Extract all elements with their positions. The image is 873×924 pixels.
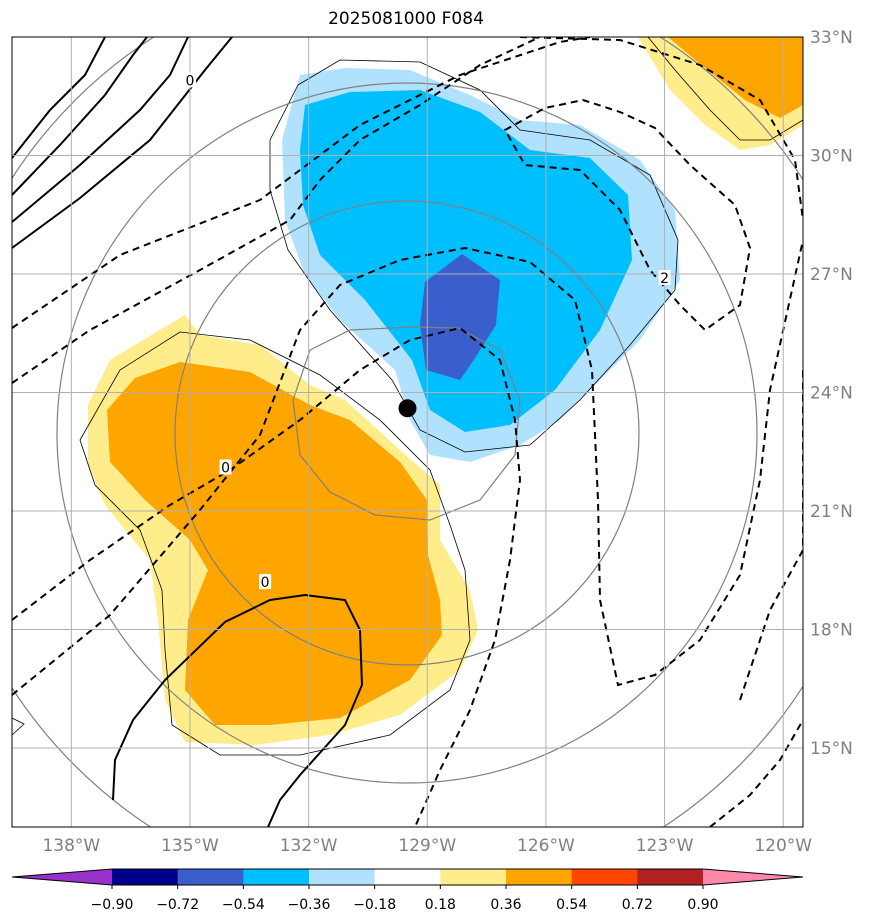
colorbar-segment bbox=[309, 869, 376, 885]
dashed-contour-8 bbox=[709, 719, 803, 827]
colorbar-tick-label: 0.54 bbox=[556, 897, 587, 913]
lat-label: 15°N bbox=[810, 739, 853, 759]
graticule bbox=[12, 37, 803, 827]
lat-label: 33°N bbox=[810, 28, 853, 48]
contour-label: 0 bbox=[261, 575, 270, 591]
colorbar-extend-min bbox=[12, 869, 112, 885]
lon-label: 123°W bbox=[636, 836, 694, 856]
contour-label: 2 bbox=[660, 271, 669, 287]
lat-label: 30°N bbox=[810, 147, 853, 167]
shaded-field-negative bbox=[282, 68, 680, 462]
lat-label: 27°N bbox=[810, 265, 853, 285]
colorbar-tick-label: −0.90 bbox=[91, 897, 134, 913]
contour-label-bg bbox=[658, 269, 671, 285]
contour-label-bg bbox=[259, 574, 272, 590]
colorbar-segment bbox=[506, 869, 573, 885]
solid-contour-3 bbox=[12, 37, 189, 223]
lon-label: 132°W bbox=[280, 836, 338, 856]
outline-contour-northeast bbox=[647, 37, 803, 141]
colorbar-tick-label: 0.18 bbox=[425, 897, 456, 913]
lon-label: 138°W bbox=[42, 836, 100, 856]
positive-mid-region-north bbox=[668, 37, 803, 118]
solid-contours bbox=[12, 37, 364, 827]
dashed-contours bbox=[12, 37, 803, 827]
colorbar-segment bbox=[637, 869, 704, 885]
lon-label: 126°W bbox=[517, 836, 575, 856]
colorbar-segment bbox=[571, 869, 638, 885]
contour-label-bg bbox=[219, 459, 232, 475]
colorbar-tick-label: −0.54 bbox=[222, 897, 265, 913]
solid-contour-1 bbox=[12, 37, 106, 159]
colorbar-segment bbox=[243, 869, 310, 885]
outline-contour-west-edge bbox=[12, 717, 25, 736]
lon-label: 135°W bbox=[161, 836, 219, 856]
dashed-contour-4 bbox=[12, 239, 803, 696]
storm-center-marker bbox=[398, 399, 417, 418]
colorbar: −0.90 −0.72 −0.54 −0.36 −0.18 0.18 0.36 0.54 0.7… bbox=[11, 868, 804, 913]
colorbar-tick-label: 0.90 bbox=[687, 897, 718, 913]
colorbar-tick-label: 0.72 bbox=[622, 897, 653, 913]
colorbar-tick-label: −0.72 bbox=[156, 897, 199, 913]
dashed-contour-6 bbox=[519, 37, 803, 221]
contour-label: 0 bbox=[186, 73, 195, 89]
colorbar-segment bbox=[177, 869, 244, 885]
colorbar-extend-max bbox=[703, 869, 803, 885]
negative-strong-region bbox=[420, 254, 500, 380]
solid-contour-2 bbox=[12, 37, 148, 196]
outline-contour-negative bbox=[269, 59, 679, 453]
outline-contour-positive bbox=[79, 331, 471, 756]
dashed-contour-2 bbox=[12, 37, 541, 384]
contour-labels: 0 0 0 2 bbox=[183, 72, 671, 591]
lon-label: 129°W bbox=[398, 836, 456, 856]
distance-circle-outer bbox=[56, 82, 758, 784]
outline-contours bbox=[12, 37, 803, 756]
colorbar-tick-label: −0.18 bbox=[353, 897, 396, 913]
lat-label: 24°N bbox=[810, 384, 853, 404]
map-title: 2025081000 F084 bbox=[328, 9, 484, 29]
positive-mid-region-south bbox=[107, 362, 442, 725]
solid-contour-4 bbox=[12, 37, 233, 249]
colorbar-segment bbox=[374, 869, 441, 885]
dashed-contour-3 bbox=[12, 326, 522, 827]
contour-label: 0 bbox=[221, 461, 230, 477]
lat-label: 18°N bbox=[810, 621, 853, 641]
latitude-labels: 33°N 30°N 27°N 24°N 21°N 18°N 15°N bbox=[810, 28, 853, 759]
solid-contour-south bbox=[112, 593, 364, 827]
distance-circle-inner bbox=[292, 326, 521, 521]
plot-frame bbox=[11, 36, 804, 828]
colorbar-segment bbox=[112, 869, 179, 885]
colorbar-tick-label: −0.36 bbox=[288, 897, 331, 913]
longitude-labels: 138°W 135°W 132°W 129°W 126°W 123°W 120°W bbox=[42, 836, 812, 856]
lat-label: 21°N bbox=[810, 502, 853, 522]
colorbar-segment bbox=[440, 869, 507, 885]
distance-circle-mid bbox=[174, 200, 640, 666]
contour-label-bg bbox=[183, 72, 196, 88]
distance-circles bbox=[12, 37, 803, 827]
colorbar-tick-label: 0.36 bbox=[490, 897, 521, 913]
lon-label: 120°W bbox=[754, 836, 812, 856]
shaded-field-positive bbox=[88, 37, 803, 745]
